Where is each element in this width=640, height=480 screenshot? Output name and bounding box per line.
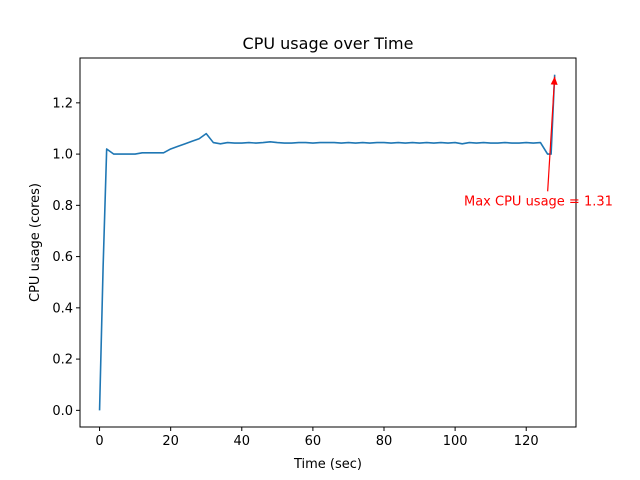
x-axis-label: Time (sec): [293, 457, 362, 472]
y-tick-label: 1.2: [52, 96, 73, 111]
annotation-arrowhead: [550, 76, 558, 85]
y-axis: 0.0 0.2 0.4 0.6 0.8 1.0 1.2: [52, 96, 80, 419]
y-tick-label: 0.6: [52, 250, 73, 265]
plot-area: [98, 74, 556, 411]
x-tick-label: 20: [162, 434, 179, 449]
y-tick-label: 1.0: [52, 148, 73, 163]
x-tick-label: 120: [514, 434, 539, 449]
y-tick-label: 0.4: [52, 301, 73, 316]
x-axis: 0 20 40 60 80 100 120: [95, 427, 539, 449]
x-tick-label: 60: [305, 434, 322, 449]
x-tick-label: 40: [234, 434, 251, 449]
x-tick-label: 80: [376, 434, 393, 449]
chart-title: CPU usage over Time: [243, 34, 414, 53]
x-tick-label: 0: [95, 434, 103, 449]
y-axis-label: CPU usage (cores): [28, 183, 43, 302]
y-tick-label: 0.2: [52, 353, 73, 368]
y-tick-label: 0.8: [52, 199, 73, 214]
annotation-arrow: [547, 76, 556, 192]
cpu-usage-line: [98, 74, 556, 411]
annotation-label: Max CPU usage = 1.31: [464, 194, 613, 209]
x-tick-label: 100: [443, 434, 468, 449]
y-tick-label: 0.0: [52, 404, 73, 419]
max-annotation: Max CPU usage = 1.31: [464, 76, 613, 209]
axes-frame: [79, 57, 577, 428]
